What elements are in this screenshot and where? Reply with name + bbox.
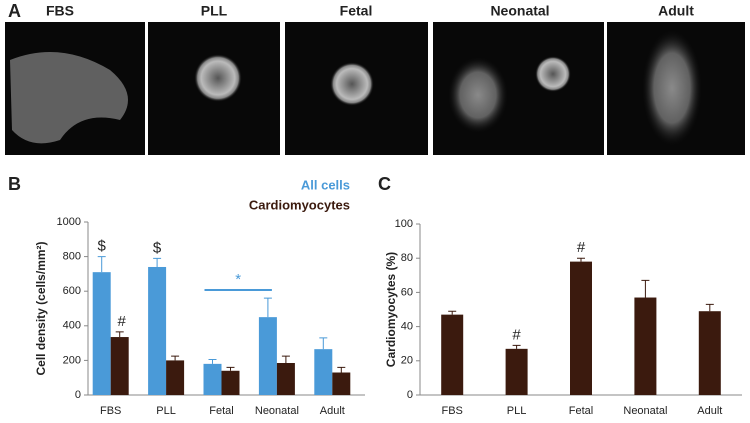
error-bar [512,344,521,349]
y-axis-label: Cell density (cells/mm²) [34,241,48,375]
error-bar [153,257,162,267]
significance-marker: # [118,313,127,330]
cell-shape [448,57,508,133]
y-tick-label: 0 [407,389,413,401]
image-label: Fetal [340,3,373,19]
error-bar [281,355,290,363]
significance-marker: $ [153,239,162,256]
y-tick-label: 800 [63,251,81,263]
y-tick-label: 60 [401,286,413,298]
bar [332,372,351,395]
x-tick-label: PLL [156,405,176,417]
error-bar [171,355,180,361]
bar [148,266,167,395]
panel-letter: A [8,1,21,21]
image-label: FBS [46,3,74,19]
panel-letter: C [378,174,391,194]
bar [505,348,528,395]
error-bar [448,310,457,315]
bar [698,311,721,395]
x-tick-label: FBS [441,405,462,417]
significance-marker: # [512,326,521,343]
error-bar [705,303,714,312]
image-label: Adult [658,3,694,19]
x-tick-label: Adult [697,405,722,417]
significance-marker: # [577,239,586,256]
y-tick-label: 0 [75,389,81,401]
cell-shape [330,62,374,106]
significance-marker: $ [98,238,107,255]
error-bar [319,337,328,350]
bar [276,362,295,395]
bar [92,272,111,395]
y-tick-label: 600 [63,285,81,297]
legend-entry: Cardiomyocytes [249,197,350,212]
bar [221,370,240,395]
y-tick-label: 400 [63,320,81,332]
x-tick-label: PLL [507,405,527,417]
y-axis-label: Cardiomyocytes (%) [384,252,398,367]
bar [110,337,129,395]
y-tick-label: 20 [401,355,413,367]
error-bar [208,359,217,364]
y-tick-label: 80 [401,252,413,264]
x-tick-label: Adult [320,405,345,417]
bar [203,363,222,395]
bar [166,360,185,395]
image-label: Neonatal [490,3,549,19]
x-tick-label: Fetal [209,405,233,417]
x-tick-label: Neonatal [255,405,299,417]
x-tick-label: Neonatal [623,405,667,417]
bar [441,314,464,395]
error-bar [641,279,650,298]
error-bar [115,331,124,338]
x-tick-label: Fetal [569,405,593,417]
legend-entry: All cells [301,177,350,192]
panel-letter: B [8,174,21,194]
cell-shape [642,30,702,146]
y-tick-label: 200 [63,354,81,366]
error-bar [97,256,106,273]
annotation: * [235,271,241,288]
bar [634,297,657,395]
error-bar [577,257,585,262]
y-tick-label: 40 [401,321,413,333]
y-tick-label: 100 [395,218,413,230]
error-bar [337,366,346,373]
error-bar [263,297,272,318]
bar [570,261,592,395]
cell-shape [10,52,128,144]
bar [258,317,277,395]
cell-shape [194,54,242,102]
x-tick-label: FBS [100,405,121,417]
cell-shape [535,56,571,92]
y-tick-label: 1000 [57,216,81,228]
bar [314,349,333,395]
image-label: PLL [201,3,228,19]
micrographs [5,22,745,155]
error-bar [226,366,235,371]
